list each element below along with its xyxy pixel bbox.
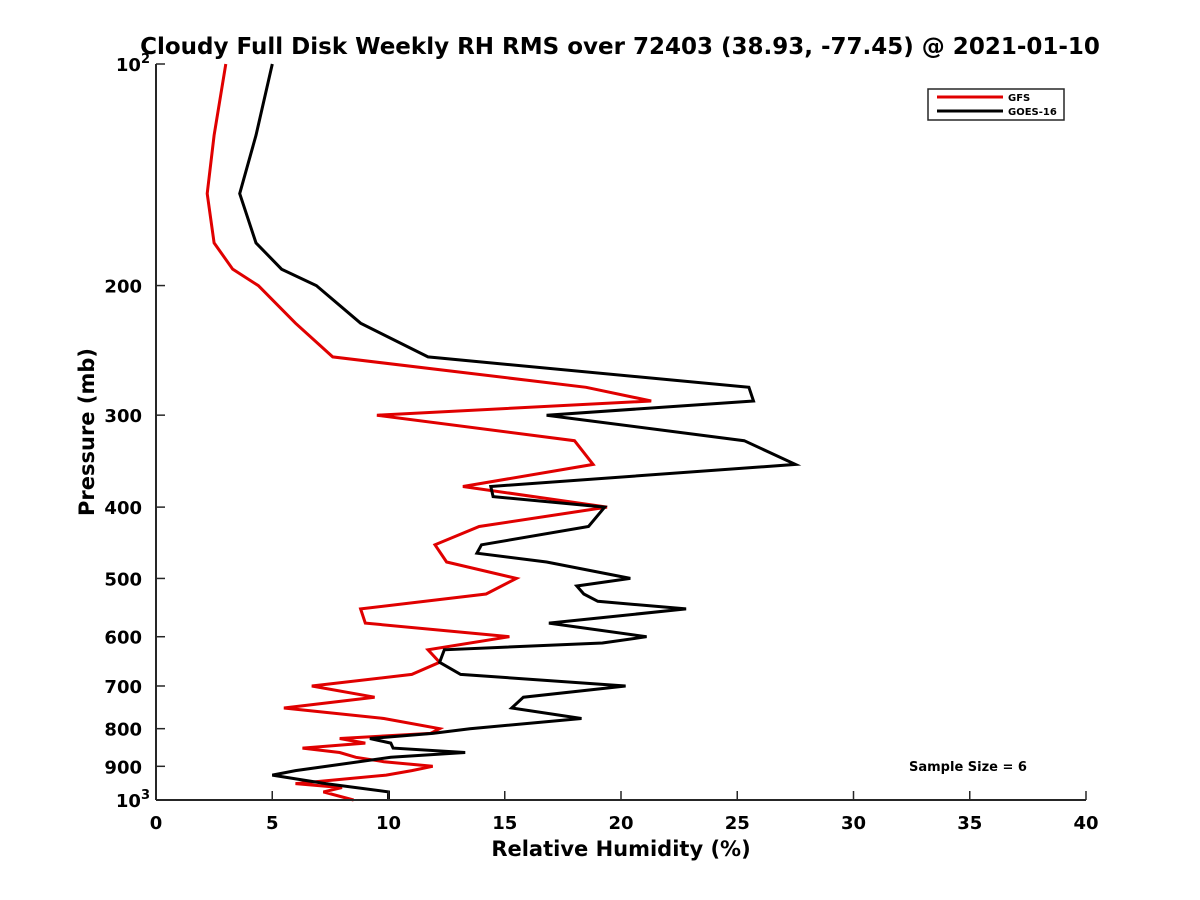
x-tick-label: 25 <box>725 813 750 834</box>
y-tick-label: 300 <box>104 406 142 427</box>
chart-title: Cloudy Full Disk Weekly RH RMS over 7240… <box>140 34 1100 60</box>
x-tick-label: 5 <box>266 813 279 834</box>
x-axis-label: Relative Humidity (%) <box>491 837 750 861</box>
y-tick-label: 700 <box>104 677 142 698</box>
x-tick-label: 40 <box>1073 813 1098 834</box>
y-axis-ticks: 102 200 300 400 500 600 700 800 900 103 <box>104 52 165 812</box>
x-tick-label: 30 <box>841 813 866 834</box>
legend-box <box>927 88 1065 121</box>
y-tick-label: 600 <box>104 628 142 649</box>
y-tick-label: 102 <box>116 52 150 76</box>
y-tick-label: 103 <box>116 788 150 812</box>
legend-label-goes16: GOES-16 <box>1008 107 1057 118</box>
y-tick-label: 800 <box>104 720 142 741</box>
legend: GFS GOES-16 <box>927 88 1065 121</box>
x-tick-label: 35 <box>957 813 982 834</box>
legend-label-gfs: GFS <box>1008 93 1030 104</box>
sample-size-annotation: Sample Size = 6 <box>909 760 1027 775</box>
y-axis-label: Pressure (mb) <box>75 348 99 516</box>
x-tick-label: 15 <box>492 813 517 834</box>
y-tick-label: 200 <box>104 277 142 298</box>
y-tick-label: 500 <box>104 569 142 590</box>
x-tick-label: 10 <box>376 813 401 834</box>
y-tick-label: 400 <box>104 498 142 519</box>
plot-area <box>205 63 802 802</box>
y-tick-label: 900 <box>104 757 142 778</box>
x-axis-ticks: 0 5 10 15 20 25 30 35 40 <box>150 791 1099 834</box>
series-line-goes16 <box>238 63 802 800</box>
x-tick-label: 20 <box>608 813 633 834</box>
x-tick-label: 0 <box>150 813 163 834</box>
